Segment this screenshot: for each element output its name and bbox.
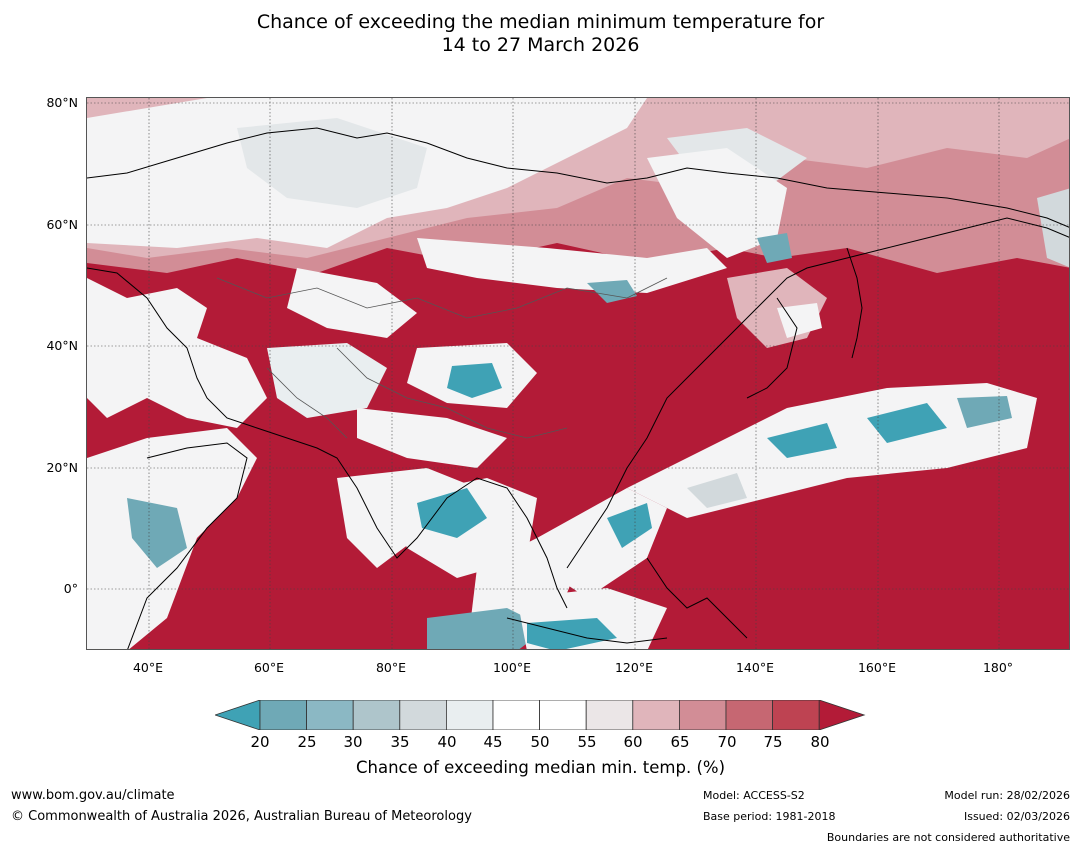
field-okhotsk-teal [757,233,792,263]
lon-label-180: 180° [982,660,1014,675]
colorbar-cell [352,700,401,730]
map-title-line2: 14 to 27 March 2026 [441,34,640,56]
colorbar-cell [399,700,447,730]
colorbar-cell [445,700,494,730]
field-scs-teal [607,503,652,548]
map-field [87,98,1069,649]
field-japan-white [777,303,822,338]
colorbar-tick-25: 25 [297,733,317,751]
colorbar-extend-low [215,700,261,730]
colorbar-cell [678,700,727,730]
field-tibet-white [357,408,507,468]
lat-label-0: 0° [63,581,78,596]
field-bengal-teal [417,488,487,538]
colorbar-tick-80: 80 [810,733,830,751]
lon-label-60e: 60°E [253,660,285,675]
lat-label-20n: 20°N [46,460,78,475]
lon-label-120e: 120°E [614,660,653,675]
colorbar-tick-70: 70 [717,733,737,751]
field-pacific-grey [687,473,747,508]
model-text: Model: ACCESS-S2 [703,789,805,802]
colorbar-label: Chance of exceeding median min. temp. (%… [355,758,726,777]
field-arabia-teal [127,498,187,568]
graticule [87,98,1069,649]
lon-label-160e: 160°E [857,660,896,675]
lon-label-100e: 100°E [492,660,531,675]
colorbar-cell [585,700,634,730]
colorbar-tick-55: 55 [577,733,597,751]
colorbar-cell [772,700,820,730]
colorbar-cell [632,700,680,730]
lat-label-40n: 40°N [46,338,78,353]
field-stan-white [287,268,417,338]
issued-text: Issued: 02/03/2026 [963,810,1070,823]
base-period-text: Base period: 1981-2018 [703,810,836,823]
colorbar-tick-35: 35 [390,733,410,751]
colorbar [215,700,866,730]
lat-label-80n: 80°N [46,95,78,110]
map-title-line1: Chance of exceeding the median minimum t… [256,11,825,33]
colorbar-cell [306,700,354,730]
field-west-white [87,278,267,428]
lon-label-80e: 80°E [375,660,407,675]
model-run-text: Model run: 28/02/2026 [944,789,1070,802]
borders [216,277,668,439]
probability-map [86,97,1070,650]
colorbar-cell [492,700,540,730]
field-iran-white [267,343,387,418]
colorbar-tick-60: 60 [623,733,643,751]
colorbar-cell [539,700,587,730]
colorbar-cell [259,700,307,730]
field-arctic-grey [1037,188,1069,268]
lon-label-40e: 40°E [132,660,164,675]
field-tarim-teal [447,363,502,398]
field-pacific-teal2 [867,403,947,443]
copyright-text: © Commonwealth of Australia 2026, Austra… [11,809,472,824]
field-mongolia-white [417,238,727,293]
colorbar-tick-50: 50 [530,733,550,751]
coastlines [87,127,1069,649]
lon-label-140e: 140°E [735,660,774,675]
colorbar-tick-40: 40 [437,733,457,751]
field-north-grey [237,118,427,208]
colorbar-cell [725,700,773,730]
colorbar-tick-75: 75 [763,733,783,751]
colorbar-tick-20: 20 [250,733,270,751]
field-java-teal [527,618,617,649]
colorbar-extend-high [818,700,866,730]
colorbar-tick-65: 65 [670,733,690,751]
field-pacific-teal1 [767,423,837,458]
field-sumatra-teal [427,608,547,649]
website-link[interactable]: www.bom.gov.au/climate [11,788,175,803]
colorbar-tick-30: 30 [343,733,363,751]
field-pacific-teal3 [957,396,1012,428]
colorbar-tick-45: 45 [483,733,503,751]
disclaimer-text: Boundaries are not considered authoritat… [826,831,1070,844]
lat-label-60n: 60°N [46,217,78,232]
